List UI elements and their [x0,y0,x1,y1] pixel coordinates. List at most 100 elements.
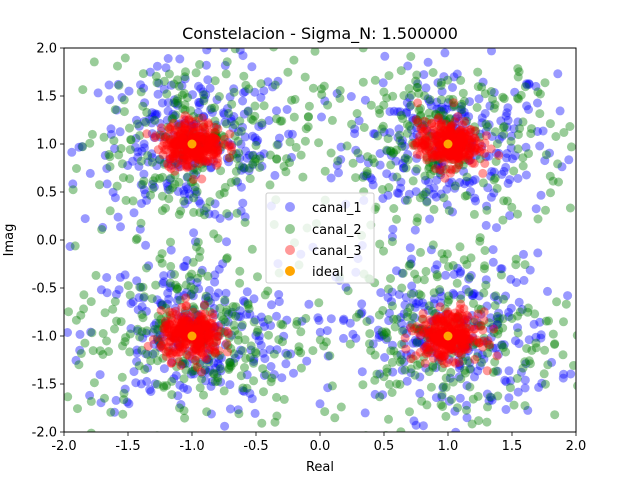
point-canal-3 [201,143,211,153]
point-canal-2 [518,117,528,127]
point-canal-3 [203,157,213,167]
point-canal-1 [163,106,173,116]
point-canal-1 [436,298,446,308]
point-canal-2 [265,150,275,160]
point-canal-3 [457,340,467,350]
point-canal-1 [317,112,326,122]
point-canal-1 [116,222,125,232]
point-canal-1 [215,145,225,155]
point-canal-2 [395,379,405,389]
point-canal-3 [413,98,423,108]
point-canal-2 [177,149,187,159]
point-canal-2 [436,81,446,90]
point-canal-1 [150,109,160,119]
point-canal-3 [427,118,437,128]
point-canal-1 [411,166,421,176]
point-canal-1 [238,198,248,208]
point-canal-2 [229,320,239,330]
point-canal-3 [444,323,454,333]
point-canal-3 [435,127,445,137]
point-canal-1 [421,363,431,373]
point-canal-1 [110,144,120,154]
point-canal-2 [219,139,228,149]
point-canal-2 [437,363,447,373]
point-canal-3 [177,138,187,148]
point-canal-3 [459,336,469,346]
point-canal-2 [379,87,389,97]
point-canal-2 [240,363,249,372]
point-canal-1 [392,188,402,198]
point-canal-3 [431,343,441,353]
point-canal-1 [132,115,141,125]
point-canal-2 [469,209,479,219]
point-canal-2 [247,244,257,254]
point-canal-1 [210,321,220,331]
point-canal-2 [416,103,425,113]
point-canal-2 [410,370,420,380]
point-canal-1 [102,288,112,298]
point-canal-3 [223,347,232,357]
point-canal-3 [462,143,472,153]
point-canal-3 [434,332,444,342]
point-canal-3 [447,129,457,139]
point-canal-3 [453,112,463,121]
point-canal-2 [119,95,129,105]
point-canal-2 [424,145,434,155]
point-canal-3 [195,337,205,347]
point-canal-3 [166,143,176,153]
point-canal-2 [283,350,293,360]
point-canal-2 [140,364,150,374]
point-canal-3 [200,317,210,327]
point-canal-1 [456,267,466,276]
point-canal-3 [174,327,184,337]
point-canal-3 [448,343,458,353]
point-canal-1 [195,98,205,107]
point-canal-1 [348,329,358,339]
point-canal-1 [188,366,198,376]
point-canal-2 [292,316,302,326]
point-canal-3 [456,143,466,152]
point-canal-3 [194,158,204,168]
point-canal-1 [467,141,477,151]
point-canal-3 [187,323,197,333]
point-canal-3 [169,118,178,128]
point-canal-2 [511,254,521,264]
point-canal-2 [473,67,483,77]
point-canal-3 [168,135,178,145]
point-canal-2 [120,53,130,63]
point-canal-2 [227,99,237,109]
point-canal-3 [182,163,192,173]
point-canal-3 [459,135,469,145]
point-canal-3 [186,320,196,330]
point-canal-1 [487,132,497,141]
point-canal-3 [199,328,209,338]
point-canal-2 [440,304,450,314]
point-canal-1 [155,118,165,128]
point-canal-1 [489,292,499,302]
point-canal-3 [425,333,435,343]
point-canal-1 [173,329,183,338]
point-canal-2 [381,327,391,337]
point-canal-1 [547,357,557,367]
point-canal-3 [446,164,455,174]
point-canal-3 [445,128,455,138]
point-canal-1 [163,185,173,194]
point-canal-1 [270,170,280,180]
point-canal-1 [422,345,432,354]
x-tick-label: 1.5 [502,439,523,454]
point-canal-1 [223,317,233,327]
point-canal-1 [516,367,526,377]
point-canal-1 [196,135,205,145]
point-canal-1 [181,323,191,333]
point-canal-3 [188,123,198,132]
point-canal-2 [146,190,155,200]
point-canal-2 [461,339,471,349]
point-canal-3 [193,131,203,141]
point-canal-3 [445,146,455,156]
point-canal-2 [194,155,203,165]
point-canal-1 [263,77,273,87]
point-canal-3 [164,330,174,340]
point-canal-3 [451,358,460,368]
point-canal-2 [153,311,163,321]
